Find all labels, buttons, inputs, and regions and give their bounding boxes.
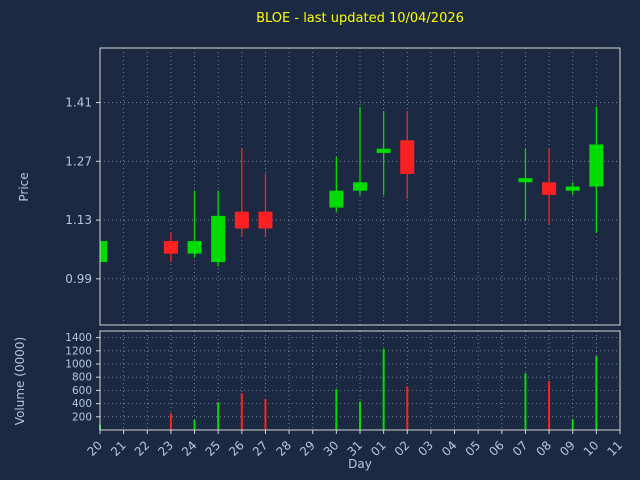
price-tick-label: 1.13 xyxy=(65,213,92,227)
candle-body xyxy=(211,215,226,263)
day-tick-label: 30 xyxy=(321,438,342,459)
chart-title: BLOE - last updated 10/04/2026 xyxy=(256,11,464,26)
price-axes-spine xyxy=(99,47,621,326)
volume-axis-label: Volume (0000) xyxy=(13,336,27,426)
candle-body xyxy=(329,190,344,208)
day-tick-label: 28 xyxy=(274,438,295,459)
candle-body xyxy=(400,140,415,174)
day-tick-label: 27 xyxy=(250,438,271,459)
candles-layer xyxy=(100,106,604,267)
day-tick-label: 31 xyxy=(344,438,365,459)
volume-tick-label: 200 xyxy=(72,411,92,423)
candle-body xyxy=(565,186,580,191)
volume-tick-label: 600 xyxy=(72,385,92,397)
day-tick-label: 25 xyxy=(203,438,224,459)
day-tick-label: 26 xyxy=(226,438,247,459)
price-tick-label: 1.41 xyxy=(65,96,92,110)
day-tick-label: 10 xyxy=(581,438,602,459)
day-tick-label: 07 xyxy=(510,438,531,459)
volume-tick-label: 1200 xyxy=(65,345,92,357)
price-tick-label: 0.99 xyxy=(65,272,92,286)
day-tick-label: 03 xyxy=(415,438,436,459)
day-tick-label: 20 xyxy=(84,438,105,459)
candle-body xyxy=(100,241,107,263)
candle-body xyxy=(589,144,604,187)
day-tick-label: 02 xyxy=(392,438,413,459)
day-tick-label: 04 xyxy=(439,438,460,459)
candle-body xyxy=(353,182,367,191)
day-tick-label: 21 xyxy=(108,438,129,459)
day-tick-label: 06 xyxy=(486,438,507,459)
volume-tick-label: 1400 xyxy=(65,332,92,344)
volume-tick-label: 400 xyxy=(72,398,92,410)
candle-body xyxy=(376,148,391,153)
candle-body xyxy=(542,182,557,195)
day-tick-label: 29 xyxy=(297,438,318,459)
candle-body xyxy=(234,211,249,229)
candle-body xyxy=(258,211,273,229)
candle-body xyxy=(163,241,178,254)
candle-body xyxy=(518,178,533,183)
candle-body xyxy=(187,241,202,254)
day-tick-label: 05 xyxy=(463,438,484,459)
day-tick-label: 09 xyxy=(557,438,578,459)
day-tick-label: 22 xyxy=(132,438,153,459)
day-tick-label: 23 xyxy=(155,438,176,459)
volume-tick-label: 1000 xyxy=(65,359,92,371)
price-axis-label: Price xyxy=(17,172,31,202)
price-tick-label: 1.27 xyxy=(65,154,92,168)
day-tick-label: 01 xyxy=(368,438,389,459)
day-axis-label: Day xyxy=(348,457,372,471)
day-tick-label: 11 xyxy=(604,438,625,459)
day-tick-label: 24 xyxy=(179,438,200,459)
volume-tick-label: 800 xyxy=(72,372,92,384)
day-tick-label: 08 xyxy=(534,438,555,459)
